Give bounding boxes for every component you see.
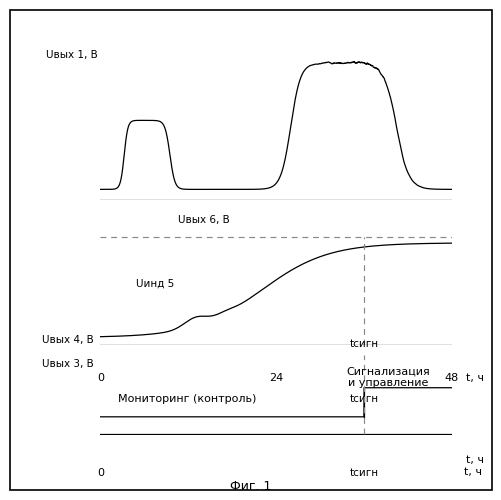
Text: tсигн: tсигн	[349, 338, 378, 348]
Text: Сигнализация
и управление: Сигнализация и управление	[346, 366, 429, 388]
Text: Фиг. 1: Фиг. 1	[230, 480, 271, 492]
Text: Uвых 3, В: Uвых 3, В	[43, 359, 94, 369]
Text: Uинд 5: Uинд 5	[135, 278, 173, 288]
Text: tсигн: tсигн	[349, 468, 378, 477]
Text: 24: 24	[269, 373, 283, 383]
Text: t, ч: t, ч	[465, 455, 483, 465]
Text: 48: 48	[444, 373, 458, 383]
Text: t, ч: t, ч	[463, 468, 481, 477]
Text: tсигн: tсигн	[349, 394, 378, 404]
Text: Мониторинг (контроль): Мониторинг (контроль)	[118, 394, 256, 404]
Text: 0: 0	[97, 468, 104, 477]
Text: t, ч: t, ч	[465, 373, 483, 383]
Text: Uвых 1, В: Uвых 1, В	[46, 50, 98, 60]
Text: Uвых 4, В: Uвых 4, В	[43, 335, 94, 345]
Text: Uвых 6, В: Uвых 6, В	[177, 214, 229, 224]
Text: 0: 0	[97, 373, 104, 383]
